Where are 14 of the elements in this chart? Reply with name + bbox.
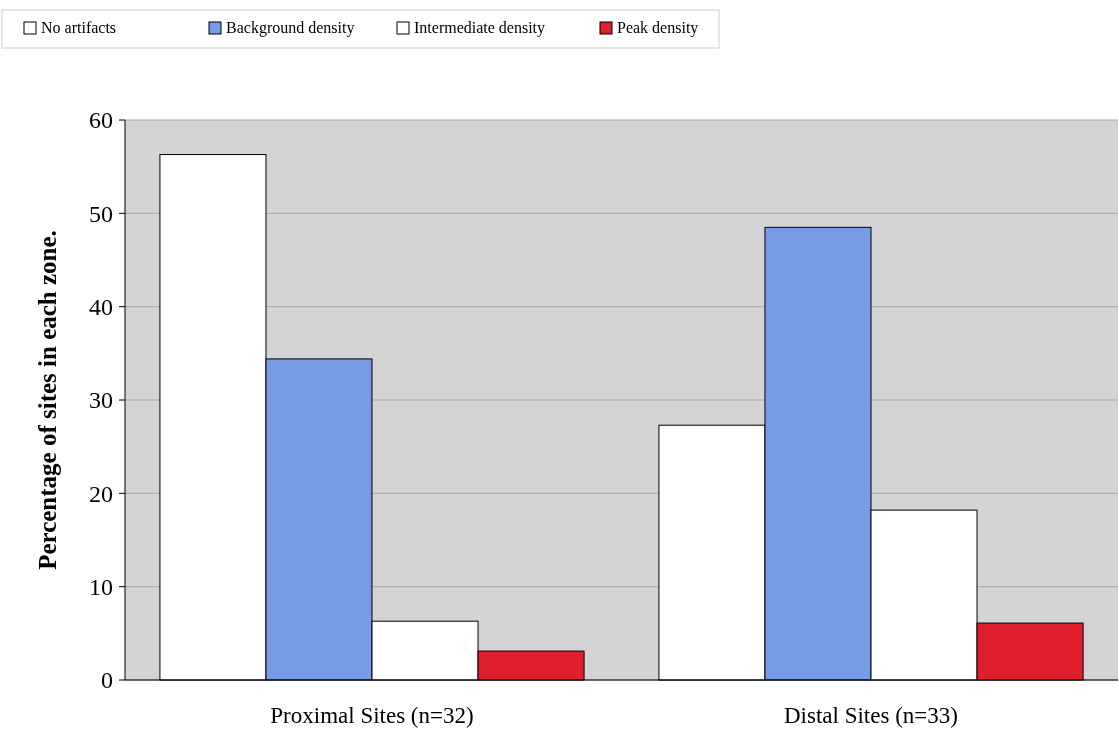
- legend-label: Intermediate density: [414, 19, 546, 37]
- x-tick-label: Proximal Sites (n=32): [270, 703, 474, 728]
- legend-label: No artifacts: [41, 19, 117, 36]
- y-tick-label: 30: [89, 387, 113, 414]
- y-tick-label: 40: [89, 294, 113, 321]
- x-tick-label: Distal Sites (n=33): [784, 703, 958, 728]
- legend-label: Background density: [226, 19, 355, 37]
- y-tick-label: 50: [89, 200, 113, 227]
- y-tick-label: 0: [101, 667, 113, 694]
- y-axis-title: Percentage of sites in each zone.: [34, 230, 61, 570]
- y-tick-label: 60: [89, 107, 113, 134]
- y-tick-label: 20: [89, 480, 113, 507]
- legend-label: Peak density: [617, 19, 699, 37]
- y-tick-label: 10: [89, 574, 113, 601]
